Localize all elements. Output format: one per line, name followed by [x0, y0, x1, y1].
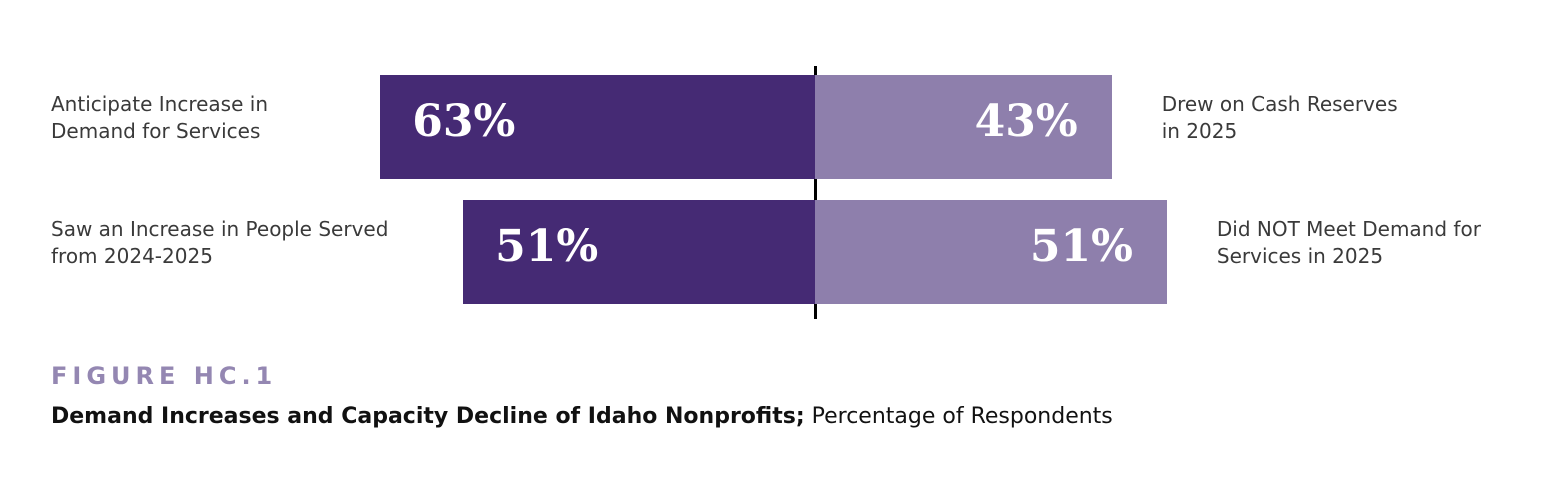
row-label-left-1: Saw an Increase in People Served from 20… [51, 217, 389, 268]
figure-title: Demand Increases and Capacity Decline of… [51, 404, 1113, 429]
diverging-bar-chart: 63% Anticipate Increase in Demand for Ser… [51, 66, 1481, 319]
bar-left-value-0: 63% [412, 96, 516, 147]
bar-right-1 [815, 200, 1167, 304]
bar-left-1 [463, 200, 815, 304]
center-axis-line [814, 66, 817, 319]
bar-right-value-0: 43% [974, 96, 1078, 147]
row-label-left-0: Anticipate Increase in Demand for Servic… [51, 92, 268, 143]
bar-left-value-1: 51% [495, 221, 599, 272]
row-label-right-0: Drew on Cash Reserves in 2025 [1161, 92, 1398, 143]
figure-title-bold: Demand Increases and Capacity Decline of… [51, 404, 805, 429]
row-label-right-1: Did NOT Meet Demand for Services in 2025 [1216, 217, 1481, 268]
figure-label: FIGURE HC.1 [51, 362, 278, 390]
bar-right-0 [815, 75, 1112, 179]
figure-title-regular: Percentage of Respondents [804, 404, 1113, 429]
bar-right-value-1: 51% [1029, 221, 1133, 272]
bar-left-0 [380, 75, 815, 179]
